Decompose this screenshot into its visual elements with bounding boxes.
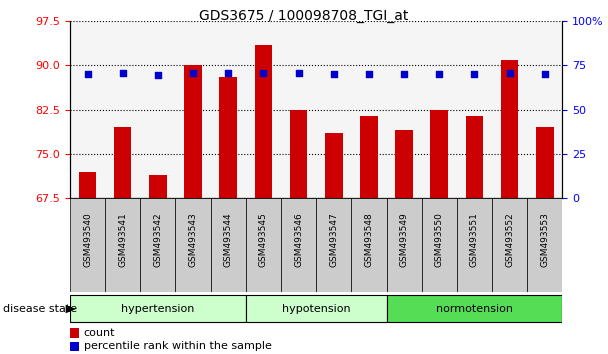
Point xyxy=(434,72,444,77)
Point xyxy=(223,71,233,76)
Bar xyxy=(70,342,79,351)
Bar xyxy=(281,198,316,292)
Point xyxy=(329,72,339,77)
Point xyxy=(505,71,514,76)
Bar xyxy=(492,198,527,292)
Text: hypotension: hypotension xyxy=(282,304,350,314)
Bar xyxy=(536,127,554,198)
Point xyxy=(188,71,198,76)
Point xyxy=(469,72,479,77)
Text: GSM493544: GSM493544 xyxy=(224,212,233,267)
Text: GSM493548: GSM493548 xyxy=(364,212,373,267)
Bar xyxy=(387,198,422,292)
Point xyxy=(399,72,409,77)
Bar xyxy=(140,198,176,292)
Bar xyxy=(246,295,387,322)
Bar xyxy=(325,133,342,198)
Bar xyxy=(316,198,351,292)
Point xyxy=(153,73,163,78)
Bar xyxy=(210,198,246,292)
Bar xyxy=(360,116,378,198)
Text: count: count xyxy=(84,328,115,338)
Bar xyxy=(457,198,492,292)
Text: GSM493543: GSM493543 xyxy=(188,212,198,267)
Bar xyxy=(78,172,96,198)
Bar xyxy=(387,295,562,322)
Bar xyxy=(351,198,387,292)
Text: percentile rank within the sample: percentile rank within the sample xyxy=(84,341,272,352)
Bar xyxy=(70,198,105,292)
Polygon shape xyxy=(66,305,76,313)
Text: disease state: disease state xyxy=(3,304,77,314)
Text: GSM493545: GSM493545 xyxy=(259,212,268,267)
Bar xyxy=(290,110,308,198)
Text: GSM493542: GSM493542 xyxy=(153,212,162,267)
Bar xyxy=(70,329,79,338)
Bar xyxy=(430,110,448,198)
Point xyxy=(540,72,550,77)
Bar xyxy=(501,59,519,198)
Bar xyxy=(184,65,202,198)
Text: normotension: normotension xyxy=(436,304,513,314)
Point xyxy=(83,72,92,77)
Point xyxy=(258,71,268,76)
Text: GSM493540: GSM493540 xyxy=(83,212,92,267)
Text: GSM493551: GSM493551 xyxy=(470,212,479,267)
Text: GSM493550: GSM493550 xyxy=(435,212,444,267)
Bar xyxy=(527,198,562,292)
Text: GDS3675 / 100098708_TGI_at: GDS3675 / 100098708_TGI_at xyxy=(199,9,409,23)
Text: GSM493541: GSM493541 xyxy=(118,212,127,267)
Point xyxy=(364,72,374,77)
Bar xyxy=(70,295,246,322)
Bar xyxy=(466,116,483,198)
Bar xyxy=(114,127,131,198)
Bar xyxy=(105,198,140,292)
Bar xyxy=(176,198,210,292)
Text: hypertension: hypertension xyxy=(121,304,195,314)
Bar xyxy=(255,45,272,198)
Bar xyxy=(219,77,237,198)
Text: GSM493553: GSM493553 xyxy=(541,212,549,267)
Bar xyxy=(395,130,413,198)
Bar xyxy=(149,175,167,198)
Text: GSM493549: GSM493549 xyxy=(399,212,409,267)
Text: GSM493547: GSM493547 xyxy=(330,212,338,267)
Text: GSM493546: GSM493546 xyxy=(294,212,303,267)
Bar xyxy=(422,198,457,292)
Point xyxy=(294,71,303,76)
Bar xyxy=(246,198,281,292)
Point xyxy=(118,71,128,76)
Text: GSM493552: GSM493552 xyxy=(505,212,514,267)
